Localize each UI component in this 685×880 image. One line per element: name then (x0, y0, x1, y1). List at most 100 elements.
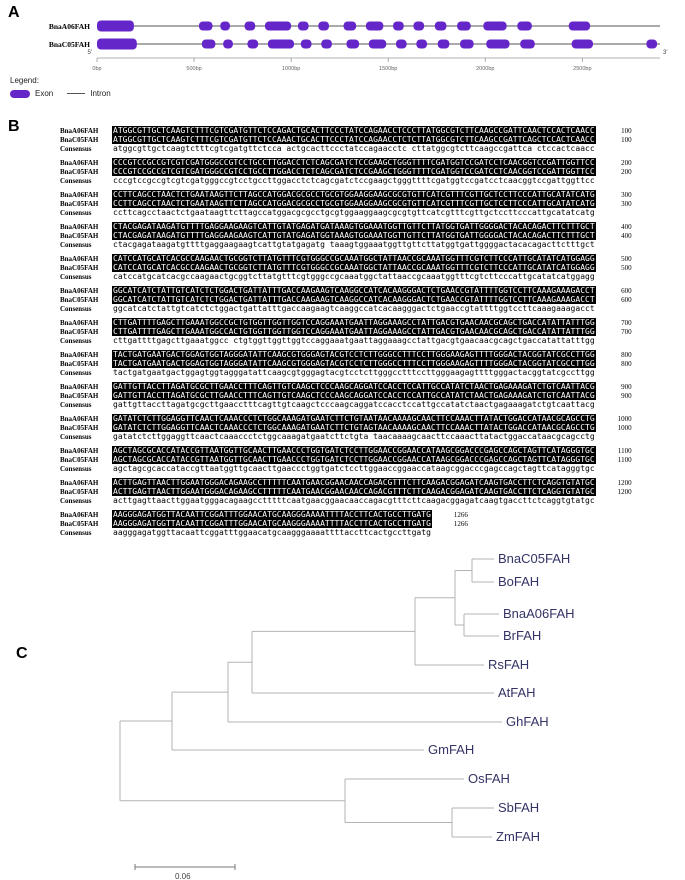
alignment-row-label: BnaA06FAH (60, 478, 99, 487)
ruler-tick-label: 0bp (92, 66, 101, 72)
alignment-row-label: BnaC05FAH (60, 359, 99, 368)
three-prime-label: 3' (663, 50, 667, 56)
exon-block (365, 21, 384, 31)
consensus-row: Consensus ggcatcatctattgtcatctctggactgatt… (60, 304, 632, 313)
sequence-row-bnac05fah: BnaC05FAH ACTTGAGTTAACTTGGAATGGGACAGAAGCC… (60, 487, 632, 496)
exon-block (247, 39, 259, 49)
exon-block (460, 39, 474, 49)
consensus-row: Consensus catccatgcatcacgccaagaactgcggtct… (60, 272, 632, 281)
position-number: 1200 (617, 487, 632, 496)
sequence-text: ggcatcatctattgtcatctctggactgattatttgacca… (113, 304, 595, 313)
sequence-row-bnac05fah: BnaC05FAH CCTTCAGCCTAACTCTGAATAAGTTCTTAGC… (60, 199, 632, 208)
phylogenetic-tree: BnaC05FAH BoFAH BnaA06FAH BrFAH RsFAH At… (119, 551, 575, 880)
consensus-row: Consensus cccgtccgccgtcgtcgatgggccgtcctgc… (60, 176, 632, 185)
exon-block (198, 21, 213, 31)
alignment-row-label: BnaA06FAH (60, 222, 99, 231)
position-number: 200 (621, 158, 632, 167)
sequence-row-bnaa06fah: BnaA06FAH CCTTCAGCCTAACTCTGAATAAGTTCTTAGC… (60, 190, 632, 199)
exon-block (483, 21, 507, 31)
alignment-row-label: BnaA06FAH (60, 190, 99, 199)
sequence-text: ATGGCGTTGCTCAAGTCTTTCGTCGATGTTCTCCAAACTG… (112, 135, 596, 144)
exon-block (223, 39, 233, 49)
position-number: 300 (621, 190, 632, 199)
sequence-text: ACTTGAGTTAACTTGGAATGGGACAGAAGCCTTTTTCAAT… (112, 487, 596, 496)
sequence-row-bnaa06fah: BnaA06FAH AGCTAGCGCACCATACCGTTAATGGTTGCAA… (60, 446, 632, 455)
alignment-block: BnaA06FAH TACTGATGAATGACTGGAGTGGTAGGGATAT… (60, 350, 632, 377)
gene-structure-legend: Legend: Exon Intron (10, 76, 111, 98)
consensus-row: Consensus agctagcgcaccataccgttaatggttgcaa… (60, 464, 632, 473)
alignment-row-label: BnaA06FAH (60, 318, 99, 327)
position-number: 200 (621, 167, 632, 176)
alignment-row-label: Consensus (60, 272, 92, 281)
legend-title: Legend: (10, 76, 39, 85)
sequence-text: GGCATCATCTATTGTCATCTCTGGACTGATTATTTGACCA… (112, 295, 596, 304)
position-number: 500 (621, 254, 632, 263)
alignment-row-label: Consensus (60, 464, 92, 473)
position-number: 600 (621, 286, 632, 295)
taxon-label-osfah: OsFAH (468, 771, 510, 786)
panel-a-label: A (8, 4, 20, 21)
position-number: 100 (621, 135, 632, 144)
sequence-text: CCCGTCCGCCGTCGTCGATGGGCCGTCCTGCCTTGGACCT… (112, 167, 596, 176)
sequence-row-bnaa06fah: BnaA06FAH ATGGCGTTGCTCAAGTCTTTCGTCGATGTTC… (60, 126, 632, 135)
sequence-text: catccatgcatcacgccaagaactgcggtcttatgtttcg… (113, 272, 595, 281)
taxon-label-bnac05fah: BnaC05FAH (498, 551, 570, 566)
exon-block (393, 21, 404, 31)
exon-block (343, 21, 357, 31)
taxon-label-gmfah: GmFAH (428, 742, 474, 757)
alignment-block: BnaA06FAH CATCCATGCATCACGCCAAGAACTGCGGTCT… (60, 254, 632, 281)
alignment-block: BnaA06FAH CTACGAGATAAGATGTTTTGAGGAAGAAGTC… (60, 222, 632, 249)
alignment-row-label: Consensus (60, 400, 92, 409)
sequence-text: GGCATCATCTATTGTCATCTCTGGACTGATTATTTGACCA… (112, 286, 596, 295)
alignment-block: BnaA06FAH GATATCTCTTGGAGGTTCAACTCAAACCCTC… (60, 414, 632, 441)
alignment-block: BnaA06FAH GGCATCATCTATTGTCATCTCTGGACTGATT… (60, 286, 632, 313)
position-number: 1000 (617, 423, 632, 432)
exon-block (413, 21, 425, 31)
exon-block (201, 39, 216, 49)
sequence-row-bnac05fah: BnaC05FAH CTTGATTTTGAGCTTGAAATGGCCACTGTGG… (60, 327, 632, 336)
consensus-row: Consensus tactgatgaatgactggagtggtagggatat… (60, 368, 632, 377)
alignment-row-label: BnaC05FAH (60, 423, 99, 432)
alignment-row-label: BnaA06FAH (60, 126, 99, 135)
tree-branches (119, 558, 502, 838)
sequence-text: AAGGGAGATGGTTACAATTCGGATTTGGAACATGCAAGGG… (112, 510, 432, 519)
alignment-row-label: Consensus (60, 208, 92, 217)
alignment-block: BnaA06FAH GATTGTTACCTTAGATGCGCTTGAACCTTTC… (60, 382, 632, 409)
sequence-row-bnaa06fah: BnaA06FAH ACTTGAGTTAACTTGGAATGGGACAGAAGCC… (60, 478, 632, 487)
exon-block (297, 21, 309, 31)
sequence-text: atggcgttgctcaagtctttcgtcgatgttctcca actg… (113, 144, 595, 153)
position-number: 900 (621, 382, 632, 391)
alignment-row-label: Consensus (60, 528, 92, 537)
position-number: 600 (621, 295, 632, 304)
consensus-row: Consensus gattgttaccttagatgcgcttgaacctttc… (60, 400, 632, 409)
sequence-text: GATTGTTACCTTAGATGCGCTTGAACCTTTCAGTTGTCAA… (112, 382, 596, 391)
sequence-row-bnaa06fah: BnaA06FAH CTACGAGATAAGATGTTTTGAGGAAGAAGTC… (60, 222, 632, 231)
exon-block (346, 39, 360, 49)
taxon-label-zmfah: ZmFAH (496, 829, 540, 844)
sequence-text: ctacgagataagatgttttgaggaagaagtcattgtatga… (113, 240, 595, 249)
position-number: 1266 (453, 519, 468, 528)
position-number: 700 (621, 327, 632, 336)
ruler-tick-label: 1000bp (282, 66, 300, 72)
legend-exon-label: Exon (35, 89, 54, 98)
exon-block (646, 39, 658, 49)
alignment-row-label: Consensus (60, 336, 92, 345)
exon-block (220, 21, 230, 31)
alignment-block: BnaA06FAH CCTTCAGCCTAACTCTGAATAAGTTCTTAGC… (60, 190, 632, 217)
alignment-row-label: BnaA06FAH (60, 350, 99, 359)
sequence-alignment: BnaA06FAH ATGGCGTTGCTCAAGTCTTTCGTCGATGTTC… (60, 126, 632, 542)
alignment-block: BnaA06FAH ATGGCGTTGCTCAAGTCTTTCGTCGATGTTC… (60, 126, 632, 153)
exon-block (517, 21, 532, 31)
sequence-text: CCTTCAGCCTAACTCTGAATAAGTTCTTAGCCATGGACGC… (112, 190, 596, 199)
exon-block (520, 39, 535, 49)
ruler-tick-label: 2000bp (476, 66, 494, 72)
sequence-text: AGCTAGCGCACCATACCGTTAATGGTTGCAACTTGAACCC… (112, 446, 596, 455)
sequence-row-bnaa06fah: BnaA06FAH CTTGATTTTGAGCTTGAAATGGCCGCTGTGG… (60, 318, 632, 327)
sequence-text: gatatctcttggaggttcaactcaaaccctctggcaaaga… (113, 432, 595, 441)
sequence-text: AAGGGAGATGGTTACAATTCGGATTTGGAACATGCAAGGG… (112, 519, 432, 528)
taxon-label-atfah: AtFAH (498, 685, 536, 700)
position-number: 100 (621, 126, 632, 135)
sequence-text: cttgattttgagcttgaaatggcc ctgtggttggttggt… (113, 336, 595, 345)
alignment-row-label: BnaC05FAH (60, 519, 99, 528)
position-number: 800 (621, 359, 632, 368)
